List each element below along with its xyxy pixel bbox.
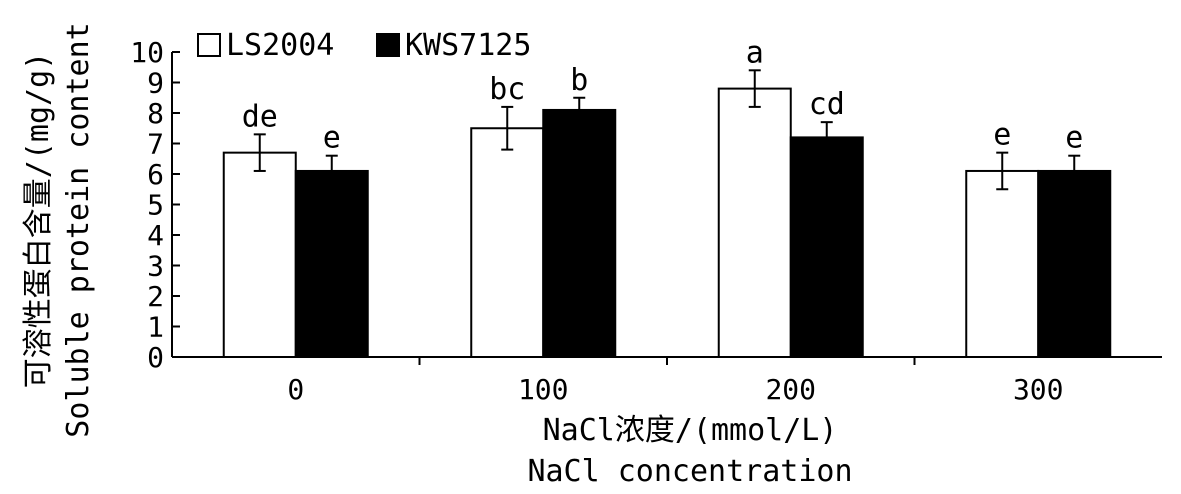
x-tick-label-100: 100 xyxy=(518,373,569,406)
bar-KWS7125-0 xyxy=(294,169,369,358)
y-tick-label-1: 1 xyxy=(147,311,164,344)
bar-KWS7125-300 xyxy=(1037,169,1112,358)
significance-label-LS2004-200: a xyxy=(746,35,764,70)
legend: LS2004 KWS7125 xyxy=(197,28,531,63)
significance-label-KWS7125-200: cd xyxy=(809,87,845,122)
y-tick-label-5: 5 xyxy=(147,189,164,222)
x-axis-title: NaCl浓度/(mmol/L) NaCl concentration xyxy=(527,413,852,489)
bar-LS2004-100 xyxy=(470,127,545,358)
y-tick-label-3: 3 xyxy=(147,250,164,283)
y-tick-label-2: 2 xyxy=(147,280,164,313)
y-tick-label-0: 0 xyxy=(147,341,164,374)
bar-LS2004-200 xyxy=(717,87,792,358)
x-axis-title-en: NaCl concentration xyxy=(527,454,852,489)
significance-label-KWS7125-0: e xyxy=(323,121,341,156)
bar-KWS7125-100 xyxy=(542,108,617,358)
legend-swatch-KWS7125 xyxy=(376,33,400,57)
significance-label-KWS7125-100: b xyxy=(570,63,588,98)
x-axis-title-cn: NaCl浓度/(mmol/L) xyxy=(543,413,838,448)
y-axis-title-en: Soluble protein content xyxy=(61,22,96,437)
bar-LS2004-300 xyxy=(965,169,1040,358)
bar-LS2004-0 xyxy=(222,151,297,358)
significance-label-LS2004-0: de xyxy=(242,99,278,134)
legend-label-LS2004: LS2004 xyxy=(226,28,334,63)
significance-label-KWS7125-300: e xyxy=(1065,121,1083,156)
y-tick-label-8: 8 xyxy=(147,97,164,130)
legend-label-KWS7125: KWS7125 xyxy=(405,28,531,63)
y-tick-label-9: 9 xyxy=(147,67,164,100)
y-tick-label-4: 4 xyxy=(147,219,164,252)
bar-KWS7125-200 xyxy=(789,136,864,358)
x-tick-label-200: 200 xyxy=(765,373,816,406)
significance-label-LS2004-300: e xyxy=(993,118,1011,153)
x-tick-label-0: 0 xyxy=(287,373,304,406)
y-tick-label-10: 10 xyxy=(130,36,164,69)
x-tick-label-300: 300 xyxy=(1013,373,1064,406)
legend-swatch-LS2004 xyxy=(197,33,221,57)
significance-label-LS2004-100: bc xyxy=(489,72,525,107)
y-tick-label-7: 7 xyxy=(147,128,164,161)
y-axis-title-cn: 可溶性蛋白含量/(mg/g) xyxy=(21,52,56,388)
y-axis-title: 可溶性蛋白含量/(mg/g) Soluble protein content xyxy=(21,22,96,437)
y-tick-label-6: 6 xyxy=(147,158,164,191)
